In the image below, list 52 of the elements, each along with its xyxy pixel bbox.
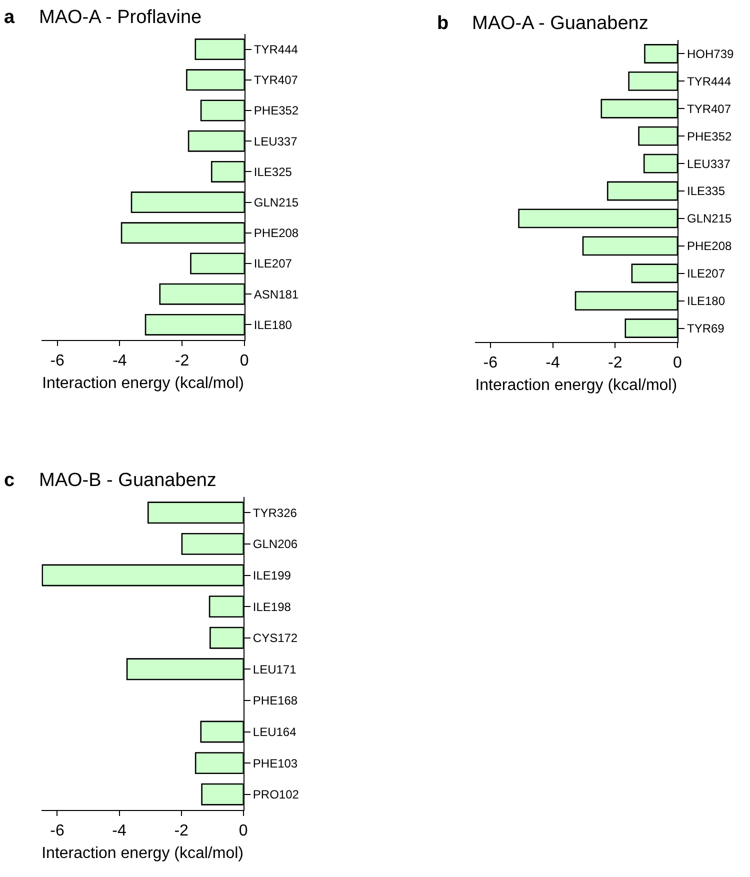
text: a	[4, 7, 15, 28]
y-tick-label: PHE168	[252, 694, 298, 708]
x-tick-label: -4	[112, 352, 127, 370]
text: c	[4, 470, 15, 491]
y-tick-label: TYR326	[252, 506, 298, 520]
y-tick-label: TYR69	[687, 321, 725, 336]
y-tick-label: GLN215	[687, 212, 732, 226]
text: b	[437, 13, 449, 34]
x-tick-label: 0	[240, 352, 249, 370]
y-tick-label: PRO102	[252, 788, 300, 802]
x-tick-label: -2	[608, 354, 622, 372]
y-tick-label: ILE198	[252, 600, 292, 614]
y-tick-label: LEU171	[252, 662, 297, 676]
y-tick-label: ASN181	[254, 287, 299, 302]
x-tick-label: -6	[483, 354, 498, 372]
y-tick-label: PHE352	[254, 104, 299, 118]
x-tick-label: -4	[546, 354, 560, 372]
y-tick-label: LEU164	[252, 724, 297, 739]
y-tick-label: LEU337	[687, 156, 731, 171]
x-tick-label: 0	[238, 822, 248, 840]
x-axis-title: Interaction energy (kcal/mol)	[42, 375, 244, 392]
x-tick-label: -2	[174, 822, 189, 840]
x-axis-title: Interaction energy (kcal/mol)	[42, 845, 244, 862]
y-tick-label: TYR407	[687, 102, 732, 116]
y-tick-label: PHE103	[252, 756, 298, 770]
x-tick-label: 0	[673, 354, 682, 372]
x-tick-label: -6	[50, 352, 65, 370]
y-tick-label: TYR444	[687, 74, 732, 88]
y-tick-label: GLN215	[254, 196, 299, 210]
x-tick-label: -2	[174, 352, 190, 370]
chart-title: MAO-A - Proflavine	[39, 7, 202, 28]
y-tick-label: ILE335	[687, 184, 726, 198]
y-tick-label: ILE180	[254, 318, 292, 332]
y-tick-label: HOH739	[687, 46, 734, 61]
y-tick-label: ILE207	[687, 266, 726, 281]
x-tick-label: -6	[50, 822, 64, 840]
y-tick-label: ILE180	[687, 294, 726, 308]
y-tick-label: ILE199	[252, 568, 292, 582]
y-tick-label: TYR407	[254, 73, 298, 88]
y-tick-label: PHE208	[254, 226, 299, 240]
y-tick-label: ILE207	[254, 256, 292, 271]
x-tick-label: -4	[112, 822, 126, 840]
y-tick-label: PHE352	[687, 129, 732, 144]
y-tick-label: LEU337	[254, 134, 298, 148]
chart-title: MAO-B - Guanabenz	[39, 470, 216, 491]
y-tick-label: PHE208	[687, 239, 732, 254]
y-tick-label: ILE325	[254, 164, 292, 179]
y-tick-label: CYS172	[252, 631, 298, 646]
y-tick-label: TYR444	[254, 42, 298, 56]
y-tick-label: GLN206	[252, 537, 298, 552]
chart-title: MAO-A - Guanabenz	[472, 13, 648, 34]
x-axis-title: Interaction energy (kcal/mol)	[475, 377, 678, 394]
